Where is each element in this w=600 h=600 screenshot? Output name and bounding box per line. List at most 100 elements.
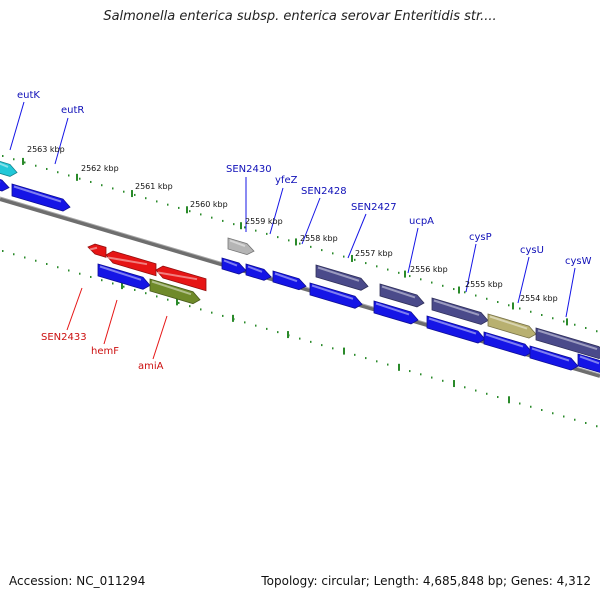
gene-cysU-feature-shine [489, 315, 528, 330]
gene-label: eutR [61, 105, 84, 116]
major-tick [566, 318, 568, 326]
gene-label: eutK [17, 90, 40, 101]
gene-feature [221, 257, 247, 275]
gene-feature-shine [485, 333, 524, 348]
gene-hemF-feature [97, 263, 151, 290]
scale-label: 2559 kbp [245, 217, 283, 226]
tick-dot [134, 193, 136, 196]
tick-dot [552, 317, 554, 320]
tick-dot [299, 242, 301, 245]
gene-feature [245, 263, 272, 281]
accession-text: Accession: NC_011294 [9, 574, 146, 588]
tick-dot [35, 259, 37, 262]
leader-line [103, 299, 118, 345]
gene-SEN2428-feature [315, 264, 369, 291]
gene-cysP-feature [431, 297, 489, 325]
gene-eutK-feature-body [0, 161, 18, 177]
tick-dot [442, 379, 444, 382]
leader-line [269, 187, 284, 235]
major-tick [76, 173, 78, 181]
tick-dot [57, 266, 59, 269]
major-tick [176, 298, 178, 306]
tick-dot [68, 174, 70, 177]
tick-dot [530, 310, 532, 313]
gene-eutK-feature [0, 161, 18, 177]
leader-line [9, 101, 25, 151]
tick-dot [585, 421, 587, 424]
tick-dot [68, 269, 70, 272]
tick-dot [398, 271, 400, 274]
gene-ucpA-feature-shine [381, 285, 416, 299]
tick-dot [310, 245, 312, 248]
gene-cysW-feature [535, 327, 600, 360]
tick-dot [299, 337, 301, 340]
gene-feature [11, 183, 71, 212]
tick-dot [288, 239, 290, 242]
tick-dot [321, 249, 323, 252]
gene-feature [373, 300, 419, 325]
gene-SEN2433-feature [87, 243, 107, 258]
tick-dot [79, 272, 81, 275]
tick-dot [277, 236, 279, 239]
tick-dot [332, 347, 334, 350]
gene-feature-shine [13, 185, 62, 203]
leader-line [565, 267, 576, 318]
tick-dot [486, 392, 488, 395]
tick-dot [321, 344, 323, 347]
tick-dot [13, 158, 15, 161]
tick-dot [200, 308, 202, 311]
tick-dot [13, 253, 15, 256]
tick-dot [277, 331, 279, 334]
tick-dot [475, 294, 477, 297]
tick-dot [255, 324, 257, 327]
tick-dot [574, 323, 576, 326]
major-tick [343, 347, 345, 355]
tick-dot [156, 295, 158, 298]
tick-dot [255, 229, 257, 232]
tick-dot [79, 177, 81, 180]
gene-label: cysW [565, 256, 592, 267]
gene-hemF-feature-shine [99, 265, 142, 281]
map-title: Salmonella enterica subsp. enterica sero… [103, 9, 497, 24]
leader-line [54, 117, 69, 165]
gene-feature-shine [157, 271, 198, 281]
tick-dot [574, 418, 576, 421]
gene-SEN2433-feature-body [87, 243, 107, 258]
scale-label: 2563 kbp [27, 145, 65, 154]
tick-dot [24, 161, 26, 164]
tick-dot [145, 197, 147, 200]
tick-dot [266, 232, 268, 235]
tick-dot [35, 164, 37, 167]
tick-dot [244, 321, 246, 324]
leader-line [347, 213, 367, 259]
tick-dot [134, 288, 136, 291]
tick-dot [453, 288, 455, 291]
gene-feature-shine [375, 302, 410, 316]
tick-dot [123, 285, 125, 288]
major-tick [131, 190, 133, 198]
gene-feature-shine [247, 265, 263, 273]
tick-dot [167, 203, 169, 206]
tick-dot [420, 278, 422, 281]
tick-dot [563, 415, 565, 418]
tick-dot [431, 281, 433, 284]
tick-dot [211, 216, 213, 219]
tick-dot [541, 314, 543, 317]
tick-dot [167, 298, 169, 301]
tick-dot [112, 282, 114, 285]
tick-dot [156, 200, 158, 203]
gene-SEN2428-feature-shine [317, 266, 360, 282]
tick-dot [2, 155, 4, 157]
tick-dot [211, 311, 213, 314]
tick-dot [519, 307, 521, 310]
tick-dot [409, 370, 411, 373]
gene-label: amiA [138, 361, 164, 372]
tick-dot [464, 291, 466, 294]
tick-dot [2, 250, 4, 252]
tick-dot [486, 297, 488, 300]
tick-dot [376, 265, 378, 268]
gene-cysU-feature [487, 313, 537, 339]
major-tick [398, 363, 400, 371]
major-tick [22, 157, 24, 165]
